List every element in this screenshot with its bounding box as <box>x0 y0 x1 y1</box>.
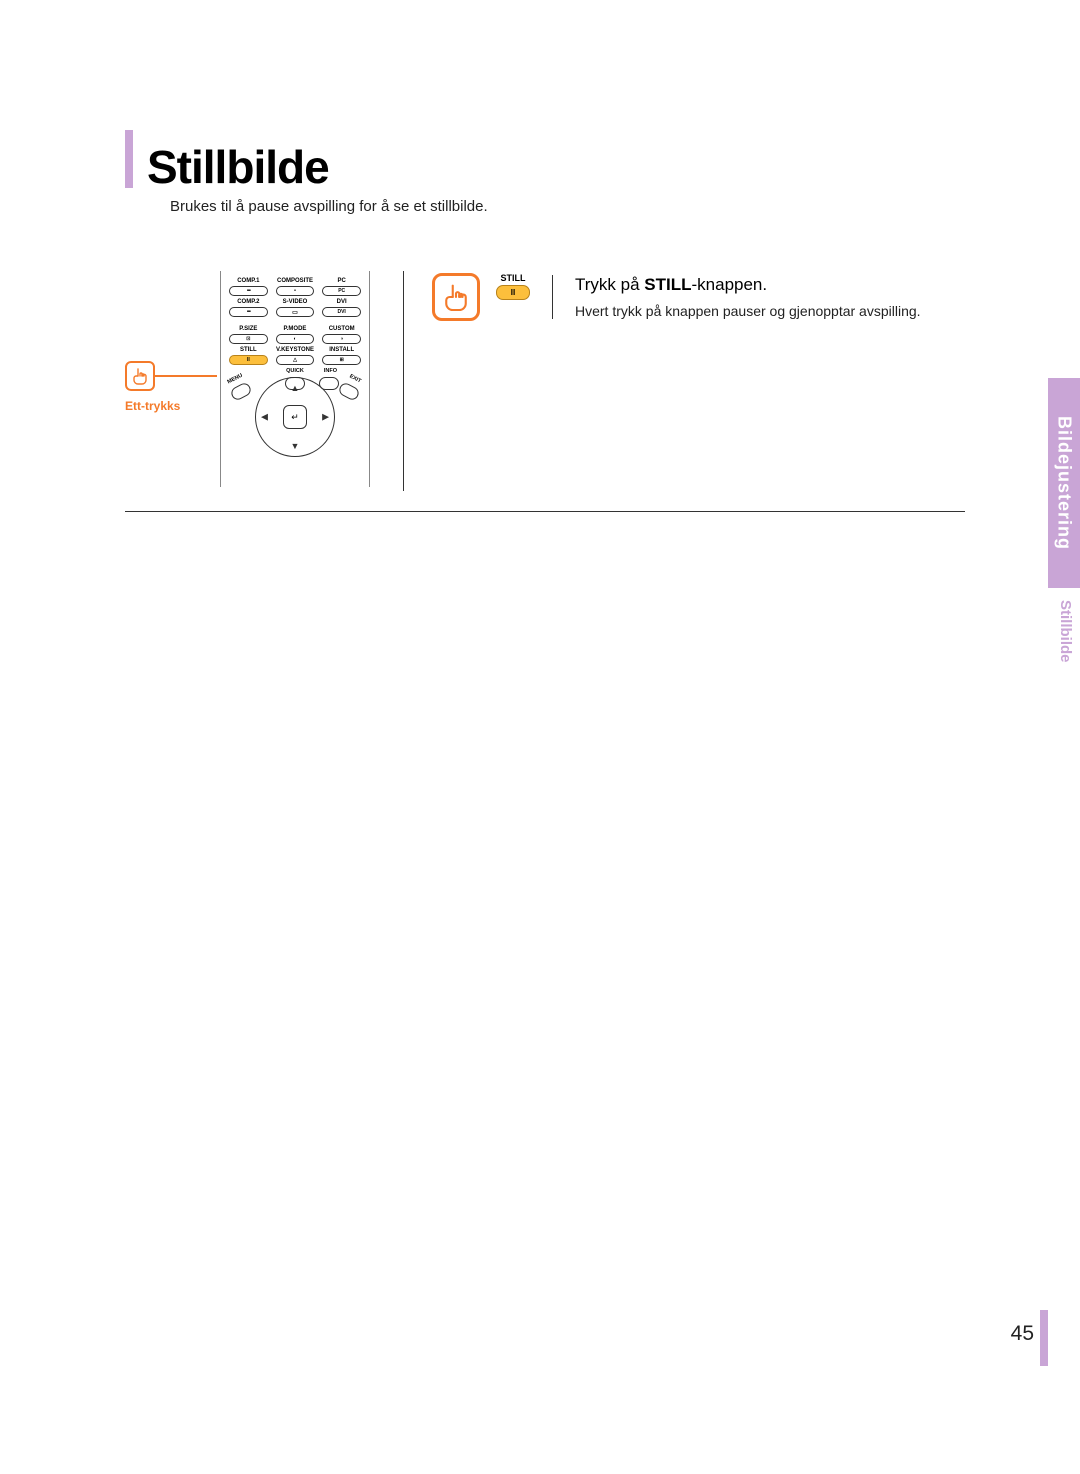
arrow-left-icon: ◀ <box>261 412 268 423</box>
remote-label: S-VIDEO <box>274 298 317 305</box>
page-number: 45 <box>1011 1322 1034 1346</box>
vertical-divider <box>403 271 404 491</box>
still-label: STILL <box>501 273 526 283</box>
instruction-bold: STILL <box>644 275 691 294</box>
press-icon <box>432 273 480 321</box>
remote-label: DVI <box>320 298 363 305</box>
remote-button <box>276 286 315 296</box>
remote-button <box>322 355 361 365</box>
callout-label: Ett-trykks <box>125 399 180 413</box>
remote-still-button <box>229 355 268 365</box>
remote-button <box>276 355 315 365</box>
menu-button <box>229 381 253 402</box>
remote-label: COMP.2 <box>227 298 270 305</box>
nav-label: INFO <box>324 368 337 374</box>
remote-button <box>276 307 315 317</box>
remote-label: P.SIZE <box>227 325 270 332</box>
remote-label: V.KEYSTONE <box>274 346 317 353</box>
section-divider <box>125 511 965 512</box>
page-title: Stillbilde <box>147 140 329 194</box>
remote-button <box>322 307 361 317</box>
remote-column: Ett-trykks COMP.1 COMPOSITE PC COMP.2 S-… <box>125 271 395 491</box>
remote-button <box>276 334 315 344</box>
dpad: ▲ ▼ ◀ ▶ ↵ <box>255 377 335 457</box>
still-button-illustration: STILL II <box>496 273 530 300</box>
remote-label: COMP.1 <box>227 277 270 284</box>
remote-button <box>229 307 268 317</box>
remote-button <box>322 286 361 296</box>
instruction-column: STILL II Trykk på STILL-knappen. Hvert t… <box>432 271 921 491</box>
page-subtitle: Brukes til å pause avspilling for å se e… <box>170 198 965 215</box>
instruction-sub: Hvert trykk på knappen pauser og gjenopp… <box>575 303 921 319</box>
remote-button <box>229 334 268 344</box>
nav-label: QUICK <box>286 368 304 374</box>
still-button-icon: II <box>496 285 530 300</box>
small-divider <box>552 275 553 319</box>
instruction-text: Trykk på <box>575 275 644 294</box>
section-tab-label: Bildejustering <box>1054 416 1075 550</box>
nav-label: EXIT <box>348 373 362 384</box>
section-tab: Bildejustering <box>1048 378 1080 588</box>
arrow-up-icon: ▲ <box>291 383 300 393</box>
remote-label: INSTALL <box>320 346 363 353</box>
remote-button <box>322 334 361 344</box>
title-accent-bar <box>125 130 133 188</box>
arrow-right-icon: ▶ <box>322 412 329 423</box>
title-row: Stillbilde <box>125 130 965 194</box>
instruction-main: Trykk på STILL-knappen. <box>575 275 921 295</box>
section-sub-label: Stillbilde <box>1057 600 1074 663</box>
instruction-text: -knappen. <box>692 275 768 294</box>
remote-label: CUSTOM <box>320 325 363 332</box>
remote-control-diagram: COMP.1 COMPOSITE PC COMP.2 S-VIDEO DVI P… <box>220 271 370 487</box>
callout-line <box>155 375 217 377</box>
press-indicator-icon <box>125 361 155 391</box>
remote-label: P.MODE <box>274 325 317 332</box>
remote-nav-area: MENU QUICK INFO EXIT ▲ ▼ ◀ ▶ ↵ <box>227 377 363 477</box>
remote-label: PC <box>320 277 363 284</box>
arrow-down-icon: ▼ <box>291 441 300 451</box>
dpad-enter-button: ↵ <box>283 405 307 429</box>
exit-button <box>337 381 361 402</box>
page-number-bar <box>1040 1310 1048 1366</box>
remote-label: STILL <box>227 346 270 353</box>
remote-button <box>229 286 268 296</box>
remote-label: COMPOSITE <box>274 277 317 284</box>
